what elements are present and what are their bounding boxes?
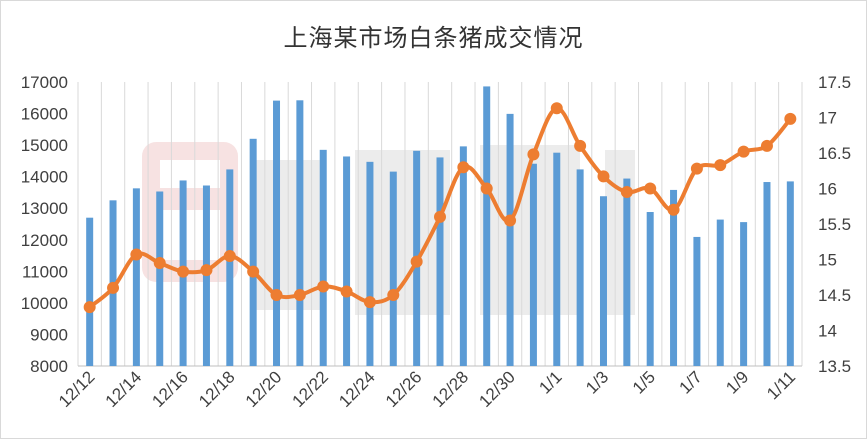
- bar: [86, 217, 94, 366]
- line-marker: [690, 162, 703, 175]
- y-right-tick-label: 15.5: [818, 215, 851, 234]
- x-tick-label: 1/11: [763, 367, 799, 403]
- line-marker: [480, 182, 493, 195]
- x-tick-label: 1/5: [629, 367, 659, 397]
- y-right-tick-label: 16: [818, 180, 837, 199]
- bar: [506, 113, 514, 366]
- bar: [296, 100, 304, 367]
- y-left-tick-label: 10000: [21, 294, 68, 313]
- x-tick-label: 12/20: [242, 367, 286, 411]
- bar: [389, 171, 397, 366]
- bar: [763, 182, 771, 366]
- y-right-tick-label: 15: [818, 251, 837, 270]
- bar: [483, 86, 491, 366]
- bar: [623, 178, 631, 366]
- bar: [599, 196, 607, 366]
- line-marker: [107, 281, 120, 294]
- bar: [366, 161, 374, 366]
- watermark-logo: [142, 142, 238, 282]
- line-marker: [667, 203, 680, 216]
- line-marker: [293, 289, 306, 301]
- bar: [273, 100, 281, 367]
- line-marker: [317, 280, 330, 293]
- line-marker: [620, 186, 633, 199]
- x-tick-label: 1/3: [582, 367, 612, 397]
- line-marker: [363, 296, 376, 309]
- x-tick-label: 12/24: [335, 367, 379, 411]
- y-left-tick-label: 9000: [30, 325, 68, 344]
- line-marker: [527, 148, 540, 161]
- y-right-tick-label: 14.5: [818, 286, 851, 305]
- y-right-tick-label: 17.5: [818, 73, 851, 92]
- bar: [646, 212, 654, 366]
- x-tick-label: 1/7: [676, 367, 706, 397]
- bar: [670, 189, 678, 366]
- bar: [529, 163, 537, 366]
- y-right-tick-label: 17: [818, 109, 837, 128]
- line-marker: [270, 289, 283, 301]
- line-marker: [737, 145, 750, 158]
- bar: [249, 138, 257, 366]
- x-tick-label: 12/16: [148, 367, 192, 411]
- line-marker: [153, 257, 166, 270]
- line-marker: [574, 139, 587, 152]
- bar: [156, 191, 164, 366]
- x-tick-label: 12/22: [289, 367, 333, 411]
- bar: [226, 169, 234, 366]
- y-right-tick-label: 13.5: [818, 357, 851, 376]
- x-tick-label: 12/18: [195, 367, 239, 411]
- x-tick-label: 12/28: [429, 367, 473, 411]
- y-left-tick-label: 17000: [21, 73, 68, 92]
- line-marker: [504, 214, 517, 227]
- line-marker: [177, 265, 190, 278]
- x-tick-label: 12/14: [102, 367, 146, 411]
- bar: [716, 219, 724, 366]
- y-left-tick-label: 16000: [21, 105, 68, 124]
- y-left-tick-label: 15000: [21, 136, 68, 155]
- bar: [132, 188, 140, 366]
- x-tick-label: 1/9: [722, 367, 752, 397]
- line-marker: [387, 289, 400, 301]
- line-marker: [200, 264, 213, 277]
- y-left-tick-label: 11000: [22, 262, 68, 281]
- x-tick-label: 12/26: [382, 367, 426, 411]
- y-left-tick-label: 12000: [21, 231, 68, 250]
- line-marker: [130, 248, 143, 261]
- bar: [786, 181, 794, 366]
- line-marker: [340, 285, 353, 298]
- line-marker: [247, 265, 260, 278]
- x-tick-label: 12/30: [475, 367, 519, 411]
- y-left-tick-label: 13000: [21, 199, 68, 218]
- y-left-tick-label: 14000: [21, 168, 68, 187]
- y-left-tick-label: 8000: [30, 357, 68, 376]
- bar: [459, 146, 467, 366]
- line-marker: [83, 301, 96, 314]
- bar: [576, 169, 584, 366]
- x-tick-label: 1/1: [535, 367, 565, 397]
- y-right-tick-label: 14: [818, 322, 837, 341]
- bar: [319, 149, 327, 366]
- bar: [553, 152, 561, 366]
- line-marker: [457, 161, 470, 174]
- line-marker: [714, 159, 727, 172]
- line-marker: [410, 255, 423, 268]
- line-marker: [644, 182, 657, 195]
- line-marker: [760, 139, 773, 152]
- line-marker: [784, 112, 797, 125]
- bar: [693, 236, 701, 366]
- chart-title: 上海某市场白条猪成交情况: [283, 24, 584, 52]
- bar: [436, 157, 444, 366]
- line-marker: [223, 249, 236, 262]
- bar: [343, 156, 351, 366]
- bar: [740, 222, 748, 366]
- line-marker: [550, 102, 563, 115]
- line-marker: [434, 210, 446, 223]
- line-marker: [597, 170, 610, 183]
- y-right-tick-label: 16.5: [818, 144, 851, 163]
